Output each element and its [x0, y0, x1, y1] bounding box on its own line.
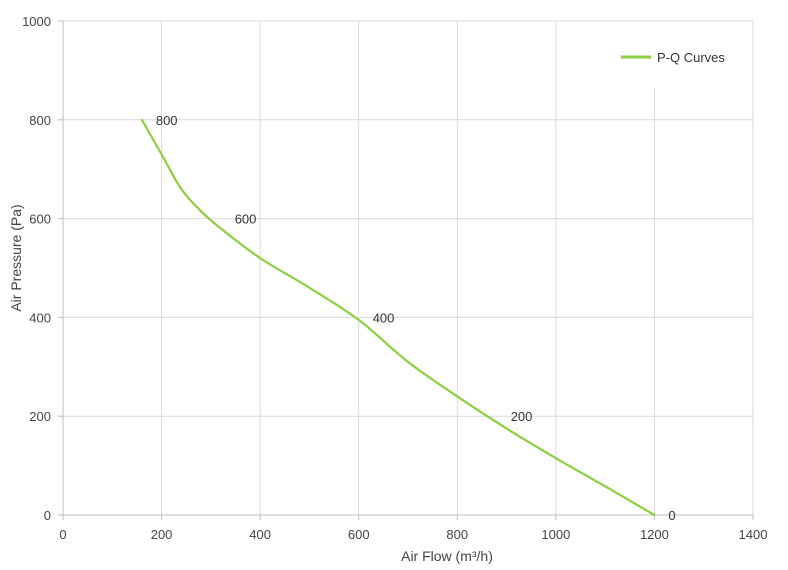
x-tick-label: 600: [348, 527, 370, 542]
legend-label: P-Q Curves: [657, 50, 725, 65]
y-tick-label: 600: [29, 212, 51, 227]
y-axis-title: Air Pressure (Pa): [8, 204, 24, 311]
x-tick-label: 200: [151, 527, 173, 542]
x-tick-label: 1200: [640, 527, 669, 542]
x-tick-label: 400: [249, 527, 271, 542]
point-labels: 800 600 400 200 0: [156, 113, 676, 523]
axes: [58, 20, 754, 520]
x-tick-label: 0: [59, 527, 66, 542]
series-layer: [140, 118, 656, 517]
y-tick-label: 200: [29, 409, 51, 424]
legend: P-Q Curves: [621, 50, 725, 65]
y-tick-label: 0: [44, 508, 51, 523]
y-tick-label: 400: [29, 310, 51, 325]
point-label: 200: [511, 409, 533, 424]
point-label: 0: [668, 508, 675, 523]
point-label: 600: [235, 212, 257, 227]
y-tick-labels: 0 200 400 600 800 1000: [22, 14, 51, 523]
y-tick-label: 800: [29, 113, 51, 128]
grid: [63, 20, 754, 515]
point-label: 400: [373, 310, 395, 325]
series-line-0: [140, 118, 656, 517]
x-tick-label: 1400: [739, 527, 768, 542]
y-tick-label: 1000: [22, 14, 51, 29]
x-tick-label: 1000: [541, 527, 570, 542]
x-tick-labels: 0 200 400 600 800 1000 1200 1400: [59, 527, 767, 542]
x-tick-label: 800: [446, 527, 468, 542]
x-axis-title: Air Flow (m³/h): [401, 548, 493, 564]
point-label: 800: [156, 113, 178, 128]
